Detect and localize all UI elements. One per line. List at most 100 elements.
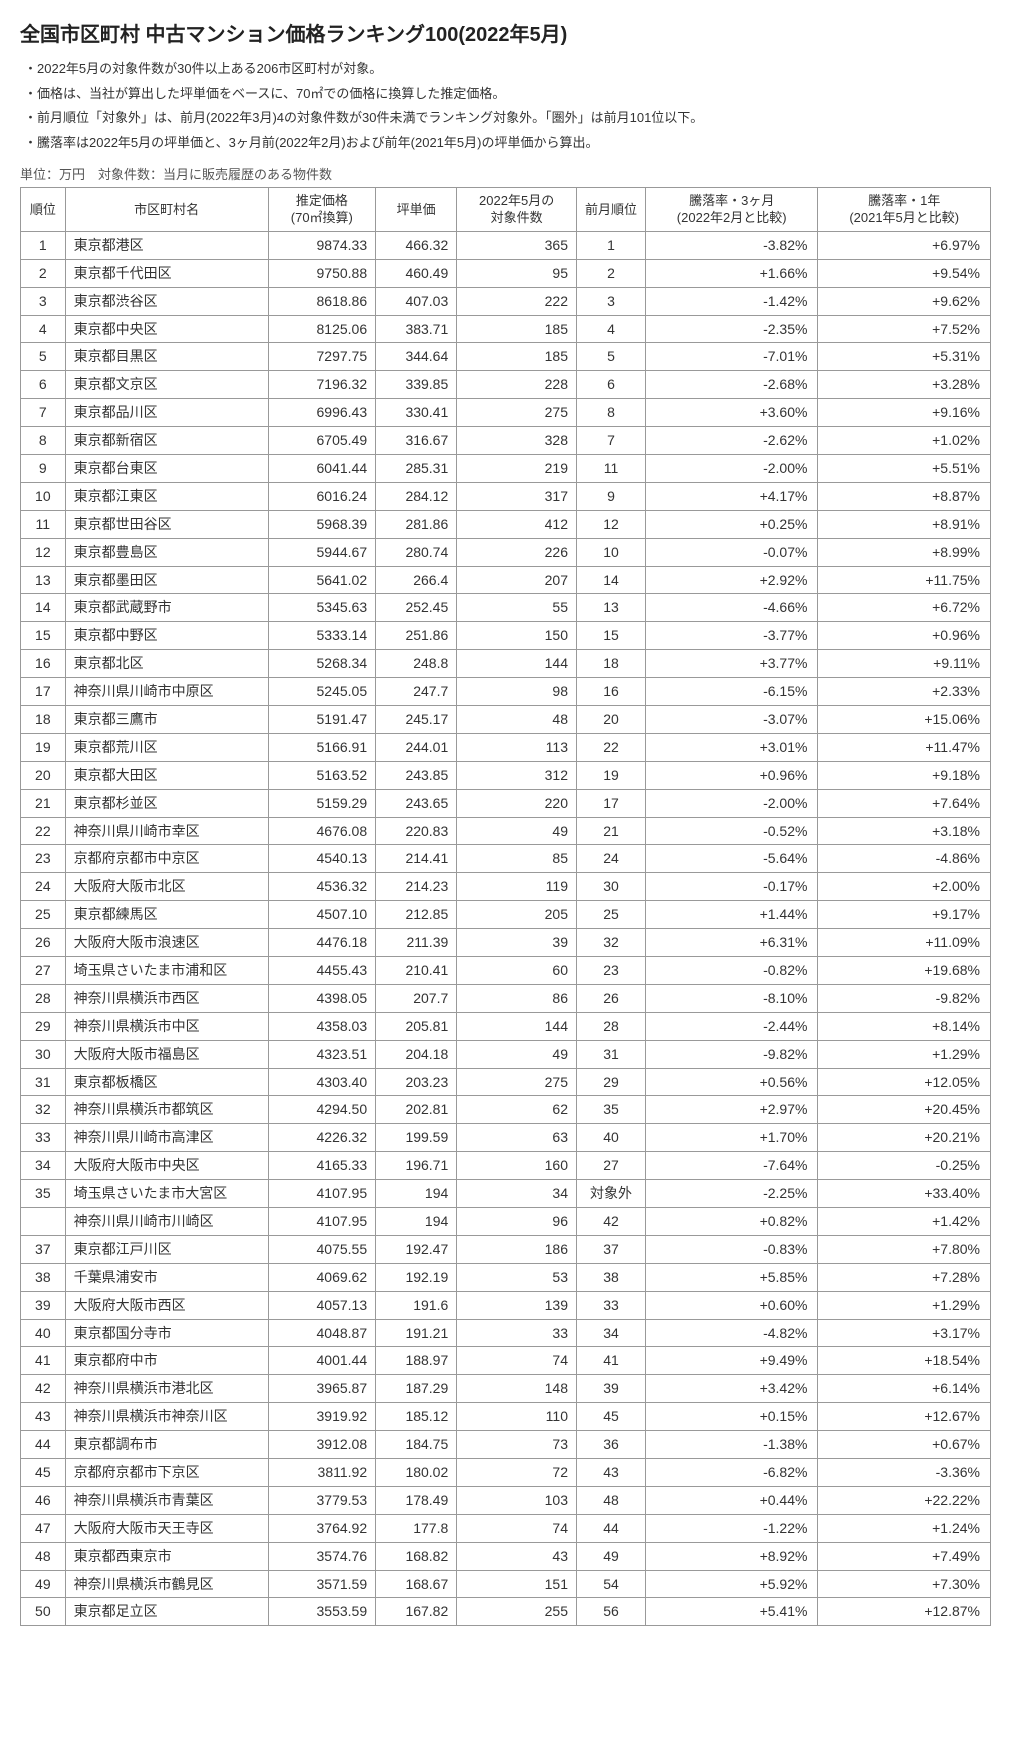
cell-name: 東京都練馬区	[65, 901, 268, 929]
cell-tsubo: 207.7	[376, 984, 457, 1012]
cell-rank: 22	[21, 817, 66, 845]
cell-name: 京都府京都市下京区	[65, 1459, 268, 1487]
cell-count: 98	[457, 678, 577, 706]
cell-rank: 33	[21, 1124, 66, 1152]
table-row: 47大阪府大阪市天王寺区3764.92177.87444-1.22%+1.24%	[21, 1514, 991, 1542]
cell-rate12: +12.67%	[818, 1403, 991, 1431]
cell-count: 144	[457, 1012, 577, 1040]
cell-price: 3571.59	[268, 1570, 376, 1598]
cell-name: 東京都港区	[65, 231, 268, 259]
cell-count: 219	[457, 454, 577, 482]
cell-tsubo: 339.85	[376, 371, 457, 399]
cell-rank: 28	[21, 984, 66, 1012]
ranking-table: 順位 市区町村名 推定価格(70㎡換算) 坪単価 2022年5月の対象件数 前月…	[20, 187, 991, 1627]
cell-rate12: +7.80%	[818, 1235, 991, 1263]
cell-prev: 43	[576, 1459, 645, 1487]
table-row: 4東京都中央区8125.06383.711854-2.35%+7.52%	[21, 315, 991, 343]
cell-name: 東京都中央区	[65, 315, 268, 343]
cell-rank: 32	[21, 1096, 66, 1124]
cell-tsubo: 251.86	[376, 622, 457, 650]
cell-tsubo: 244.01	[376, 733, 457, 761]
cell-count: 186	[457, 1235, 577, 1263]
table-row: 11東京都世田谷区5968.39281.8641212+0.25%+8.91%	[21, 510, 991, 538]
cell-name: 大阪府大阪市浪速区	[65, 929, 268, 957]
cell-count: 33	[457, 1319, 577, 1347]
cell-rate12: +12.05%	[818, 1068, 991, 1096]
cell-rate3: -2.68%	[645, 371, 817, 399]
cell-count: 226	[457, 538, 577, 566]
cell-name: 東京都北区	[65, 650, 268, 678]
cell-rank: 39	[21, 1291, 66, 1319]
table-header-row: 順位 市区町村名 推定価格(70㎡換算) 坪単価 2022年5月の対象件数 前月…	[21, 187, 991, 231]
cell-count: 72	[457, 1459, 577, 1487]
cell-count: 74	[457, 1347, 577, 1375]
cell-tsubo: 184.75	[376, 1431, 457, 1459]
cell-name: 東京都板橋区	[65, 1068, 268, 1096]
table-row: 10東京都江東区6016.24284.123179+4.17%+8.87%	[21, 482, 991, 510]
cell-tsubo: 192.47	[376, 1235, 457, 1263]
cell-rank: 31	[21, 1068, 66, 1096]
cell-tsubo: 203.23	[376, 1068, 457, 1096]
cell-count: 96	[457, 1208, 577, 1236]
cell-name: 埼玉県さいたま市大宮区	[65, 1180, 268, 1208]
cell-rate3: -9.82%	[645, 1040, 817, 1068]
table-row: 25東京都練馬区4507.10212.8520525+1.44%+9.17%	[21, 901, 991, 929]
cell-price: 5166.91	[268, 733, 376, 761]
table-row: 42神奈川県横浜市港北区3965.87187.2914839+3.42%+6.1…	[21, 1375, 991, 1403]
cell-rate3: -6.15%	[645, 678, 817, 706]
cell-rank: 26	[21, 929, 66, 957]
cell-count: 148	[457, 1375, 577, 1403]
cell-rank: 1	[21, 231, 66, 259]
cell-price: 5641.02	[268, 566, 376, 594]
cell-name: 東京都目黒区	[65, 343, 268, 371]
cell-tsubo: 214.41	[376, 845, 457, 873]
cell-rank: 7	[21, 399, 66, 427]
cell-tsubo: 281.86	[376, 510, 457, 538]
cell-price: 4476.18	[268, 929, 376, 957]
cell-price: 5159.29	[268, 789, 376, 817]
cell-price: 4165.33	[268, 1152, 376, 1180]
cell-rate12: +5.51%	[818, 454, 991, 482]
table-row: 9東京都台東区6041.44285.3121911-2.00%+5.51%	[21, 454, 991, 482]
cell-tsubo: 460.49	[376, 259, 457, 287]
cell-tsubo: 248.8	[376, 650, 457, 678]
cell-rate3: -4.66%	[645, 594, 817, 622]
cell-price: 7297.75	[268, 343, 376, 371]
cell-rank: 43	[21, 1403, 66, 1431]
cell-rate12: +19.68%	[818, 957, 991, 985]
cell-rank: 48	[21, 1542, 66, 1570]
table-row: 24大阪府大阪市北区4536.32214.2311930-0.17%+2.00%	[21, 873, 991, 901]
cell-name: 東京都三鷹市	[65, 705, 268, 733]
cell-rate3: -1.22%	[645, 1514, 817, 1542]
cell-name: 東京都足立区	[65, 1598, 268, 1626]
cell-rate3: -1.42%	[645, 287, 817, 315]
cell-prev: 38	[576, 1263, 645, 1291]
cell-rate12: +0.96%	[818, 622, 991, 650]
cell-rate3: +5.92%	[645, 1570, 817, 1598]
cell-count: 85	[457, 845, 577, 873]
table-row: 1東京都港区9874.33466.323651-3.82%+6.97%	[21, 231, 991, 259]
cell-tsubo: 407.03	[376, 287, 457, 315]
cell-rank	[21, 1208, 66, 1236]
cell-count: 185	[457, 315, 577, 343]
cell-rate12: +9.11%	[818, 650, 991, 678]
table-row: 23京都府京都市中京区4540.13214.418524-5.64%-4.86%	[21, 845, 991, 873]
cell-tsubo: 191.21	[376, 1319, 457, 1347]
cell-rate12: +3.17%	[818, 1319, 991, 1347]
table-row: 15東京都中野区5333.14251.8615015-3.77%+0.96%	[21, 622, 991, 650]
cell-rate3: -7.01%	[645, 343, 817, 371]
cell-rate3: -2.35%	[645, 315, 817, 343]
cell-rate3: -0.17%	[645, 873, 817, 901]
cell-tsubo: 316.67	[376, 427, 457, 455]
cell-rate12: +1.02%	[818, 427, 991, 455]
cell-name: 神奈川県横浜市青葉区	[65, 1486, 268, 1514]
cell-rank: 9	[21, 454, 66, 482]
cell-rate12: +1.24%	[818, 1514, 991, 1542]
cell-tsubo: 211.39	[376, 929, 457, 957]
cell-rank: 10	[21, 482, 66, 510]
cell-count: 328	[457, 427, 577, 455]
cell-rank: 3	[21, 287, 66, 315]
cell-rank: 20	[21, 761, 66, 789]
cell-name: 神奈川県横浜市神奈川区	[65, 1403, 268, 1431]
cell-count: 86	[457, 984, 577, 1012]
